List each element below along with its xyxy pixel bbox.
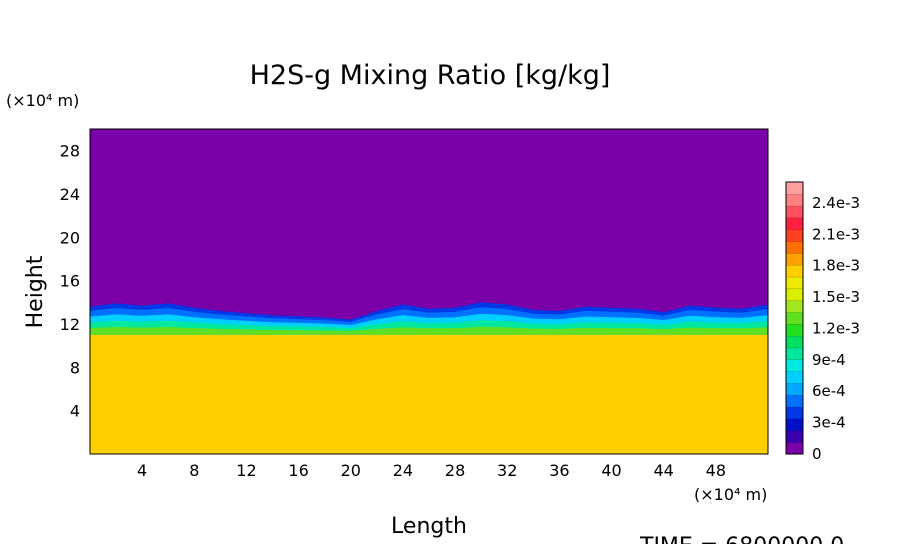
- colorbar: [785, 181, 804, 455]
- colorbar-swatch: [785, 217, 804, 230]
- x-tick-label: 36: [549, 461, 569, 480]
- colorbar-swatch: [785, 252, 804, 266]
- colorbar-label: 2.4e-3: [812, 194, 860, 212]
- colorbar-label: 9e-4: [812, 351, 846, 369]
- interface-band-green: [90, 326, 768, 335]
- colorbar-label: 6e-4: [812, 382, 846, 400]
- x-tick-label: 8: [189, 461, 199, 480]
- colorbar-swatch: [785, 193, 804, 207]
- y-tick-label: 24: [60, 185, 80, 204]
- colorbar-swatch: [785, 382, 804, 396]
- y-tick-label: 16: [60, 272, 80, 291]
- colorbar-swatch: [785, 229, 804, 242]
- colorbar-swatch: [785, 300, 804, 313]
- x-tick-label: 28: [445, 461, 465, 480]
- colorbar-swatch: [785, 240, 804, 254]
- colorbar-swatch: [785, 288, 804, 301]
- y-axis-label: Height: [23, 255, 48, 328]
- plot-area: [90, 129, 768, 454]
- y-tick-label: 28: [60, 142, 80, 161]
- colorbar-swatch: [785, 359, 804, 372]
- x-tick-label: 16: [288, 461, 308, 480]
- x-tick-label: 40: [601, 461, 621, 480]
- colorbar-label: 2.1e-3: [812, 225, 860, 243]
- x-tick-label: 24: [393, 461, 413, 480]
- x-tick-labels: 4 8 12 16 20 24 28 32 36 40 44 48: [137, 461, 726, 480]
- colorbar-swatch: [785, 311, 804, 325]
- chart-title: H2S-g Mixing Ratio [kg/kg]: [250, 60, 611, 91]
- colorbar-labels: 2.4e-3 2.1e-3 1.8e-3 1.5e-3 1.2e-3 9e-4 6e-4 3e…: [812, 194, 860, 463]
- colorbar-swatch: [785, 441, 804, 455]
- colorbar-swatch: [785, 371, 804, 384]
- colorbar-swatch: [785, 347, 804, 360]
- x-tick-label: 4: [137, 461, 147, 480]
- colorbar-swatch: [785, 276, 804, 290]
- colorbar-swatch: [785, 181, 804, 195]
- field-layers: [90, 302, 768, 454]
- x-tick-label: 12: [236, 461, 256, 480]
- x-axis-label: Length: [391, 514, 467, 539]
- y-tick-label: 12: [60, 315, 80, 334]
- y-tick-labels: 4 8 12 16 20 24 28: [60, 142, 80, 421]
- colorbar-swatch: [785, 335, 804, 349]
- colorbar-swatch: [785, 264, 804, 278]
- colorbar-label: 1.8e-3: [812, 257, 860, 275]
- colorbar-label: 1.2e-3: [812, 319, 860, 337]
- colorbar-swatch: [785, 430, 804, 443]
- y-tick-label: 8: [70, 358, 80, 377]
- colorbar-label: 3e-4: [812, 414, 846, 432]
- colorbar-swatch: [785, 323, 804, 337]
- time-footer: TIME = 6800000.0: [639, 534, 844, 544]
- y-tick-label: 20: [60, 228, 80, 247]
- lower-layer: [90, 334, 768, 454]
- x-tick-label: 32: [497, 461, 517, 480]
- colorbar-label: 1.5e-3: [812, 288, 860, 306]
- x-tick-label: 44: [654, 461, 674, 480]
- plot-frame: [89, 128, 769, 455]
- x-tick-label: 20: [341, 461, 361, 480]
- colorbar-swatch: [785, 205, 804, 219]
- y-axis-unit: (×10⁴ m): [6, 91, 79, 110]
- x-axis-unit: (×10⁴ m): [694, 485, 767, 504]
- colorbar-swatch: [785, 418, 804, 431]
- x-tick-label: 48: [706, 461, 726, 480]
- colorbar-swatch: [785, 406, 804, 420]
- y-tick-label: 4: [70, 402, 80, 421]
- colorbar-swatch: [785, 394, 804, 408]
- colorbar-frame: [785, 181, 804, 455]
- colorbar-label: 0: [812, 445, 822, 463]
